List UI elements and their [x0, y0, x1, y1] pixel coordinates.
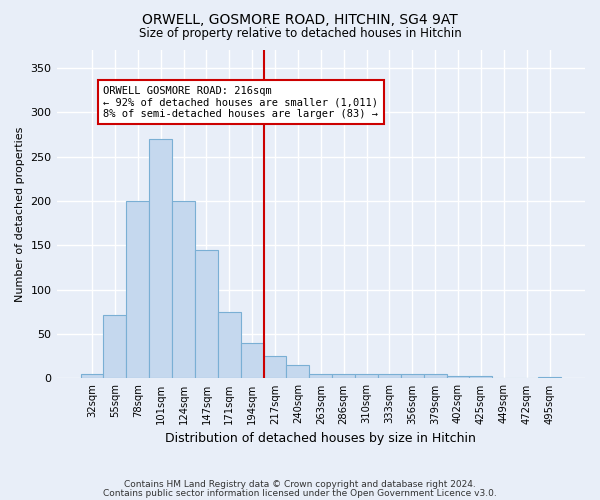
Text: Size of property relative to detached houses in Hitchin: Size of property relative to detached ho… [139, 28, 461, 40]
Bar [195, 250, 218, 378]
Bar [310, 374, 332, 378]
Bar [424, 374, 446, 378]
X-axis label: Distribution of detached houses by size in Hitchin: Distribution of detached houses by size … [166, 432, 476, 445]
Text: ORWELL, GOSMORE ROAD, HITCHIN, SG4 9AT: ORWELL, GOSMORE ROAD, HITCHIN, SG4 9AT [142, 12, 458, 26]
Bar [241, 343, 263, 378]
Bar [149, 139, 172, 378]
Bar [80, 374, 103, 378]
Bar [355, 374, 378, 378]
Bar [286, 365, 310, 378]
Text: Contains HM Land Registry data © Crown copyright and database right 2024.: Contains HM Land Registry data © Crown c… [124, 480, 476, 489]
Bar [218, 312, 241, 378]
Bar [401, 374, 424, 378]
Text: ORWELL GOSMORE ROAD: 216sqm
← 92% of detached houses are smaller (1,011)
8% of s: ORWELL GOSMORE ROAD: 216sqm ← 92% of det… [103, 86, 379, 118]
Bar [332, 374, 355, 378]
Bar [538, 376, 561, 378]
Bar [103, 316, 127, 378]
Bar [446, 376, 469, 378]
Bar [378, 374, 401, 378]
Bar [172, 201, 195, 378]
Text: Contains public sector information licensed under the Open Government Licence v3: Contains public sector information licen… [103, 488, 497, 498]
Bar [263, 356, 286, 378]
Bar [469, 376, 493, 378]
Y-axis label: Number of detached properties: Number of detached properties [15, 126, 25, 302]
Bar [127, 201, 149, 378]
